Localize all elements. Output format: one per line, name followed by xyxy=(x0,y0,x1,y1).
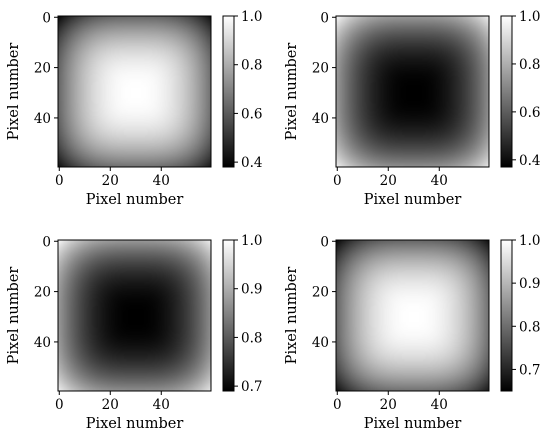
y-tick-label: 20 xyxy=(34,61,51,77)
colorbar xyxy=(500,239,513,392)
heatmap-image xyxy=(58,16,211,167)
x-tick-label: 0 xyxy=(333,397,342,413)
x-axis-label: Pixel number xyxy=(86,192,184,208)
colorbar-tick-label: 0.6 xyxy=(519,105,540,121)
heatmap-panel-3: 0 20 40 0 20 40 Pixel number Pixel number 0.7 0.8… xyxy=(6,233,262,432)
y-tick-label: 0 xyxy=(320,234,329,250)
x-tick-label: 20 xyxy=(380,397,397,413)
x-tick-label: 20 xyxy=(102,173,119,189)
y-tick-label: 40 xyxy=(312,111,329,127)
x-tick-label: 0 xyxy=(55,173,64,189)
heatmap-panel-1: 0 20 40 0 20 40 Pixel number Pixel number 0.4 0.6… xyxy=(6,9,262,208)
colorbar-tick-label: 1.0 xyxy=(241,9,262,25)
colorbar-tick-label: 0.9 xyxy=(241,282,262,298)
colorbar-tick-label: 0.7 xyxy=(241,379,262,395)
x-tick-label: 20 xyxy=(102,397,119,413)
x-tick-label: 40 xyxy=(153,397,170,413)
colorbar-tick-label: 0.8 xyxy=(519,319,540,335)
colorbar-tick-label: 1.0 xyxy=(519,233,540,249)
heatmap-image xyxy=(336,16,489,167)
heatmap-panel-2: 0 20 40 0 20 40 Pixel number Pixel number 0.4 0.6… xyxy=(284,9,540,208)
y-tick-label: 20 xyxy=(312,285,329,301)
x-axis-label: Pixel number xyxy=(364,416,462,432)
x-tick-label: 40 xyxy=(431,397,448,413)
colorbar-tick-label: 0.8 xyxy=(519,57,540,73)
y-axis-label: Pixel number xyxy=(6,267,22,365)
x-tick-label: 40 xyxy=(431,173,448,189)
heatmap-panel-4: 0 20 40 0 20 40 Pixel number Pixel number 0.7 0.8… xyxy=(284,233,540,432)
x-axis-label: Pixel number xyxy=(364,192,462,208)
colorbar-tick-label: 1.0 xyxy=(519,9,540,25)
heatmap-frame xyxy=(335,239,490,392)
colorbar-tick-label: 0.9 xyxy=(519,276,540,292)
y-axis-label: Pixel number xyxy=(284,43,300,141)
colorbar-tick-label: 0.6 xyxy=(241,106,262,122)
colorbar-tick-label: 0.7 xyxy=(519,362,540,378)
heatmap-frame xyxy=(57,15,212,168)
colorbar-tick-label: 0.4 xyxy=(519,153,540,169)
y-axis-label: Pixel number xyxy=(6,43,22,141)
colorbar-tick-label: 0.8 xyxy=(241,58,262,74)
y-tick-label: 40 xyxy=(34,335,51,351)
x-tick-label: 0 xyxy=(55,397,64,413)
y-tick-label: 20 xyxy=(34,285,51,301)
x-tick-label: 20 xyxy=(380,173,397,189)
x-tick-label: 40 xyxy=(153,173,170,189)
x-axis-label: Pixel number xyxy=(86,416,184,432)
colorbar xyxy=(222,15,235,168)
heatmap-frame xyxy=(57,239,212,392)
colorbar-tick-label: 0.8 xyxy=(241,330,262,346)
y-tick-label: 0 xyxy=(42,234,51,250)
y-tick-label: 0 xyxy=(42,10,51,26)
colorbar-tick-label: 1.0 xyxy=(241,233,262,249)
y-axis-label: Pixel number xyxy=(284,267,300,365)
colorbar-tick-label: 0.4 xyxy=(241,155,262,171)
y-tick-label: 40 xyxy=(34,111,51,127)
heatmap-image xyxy=(336,240,489,391)
heatmap-frame xyxy=(335,15,490,168)
heatmap-image xyxy=(58,240,211,391)
colorbar xyxy=(222,239,235,392)
y-tick-label: 20 xyxy=(312,61,329,77)
colorbar xyxy=(500,15,513,168)
y-tick-label: 0 xyxy=(320,10,329,26)
x-tick-label: 0 xyxy=(333,173,342,189)
y-tick-label: 40 xyxy=(312,335,329,351)
